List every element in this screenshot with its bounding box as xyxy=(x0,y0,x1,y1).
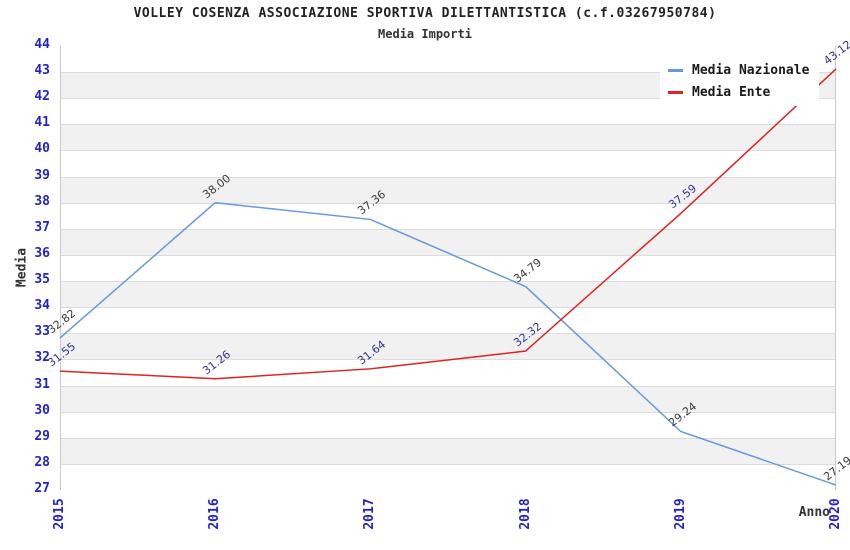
legend-line-swatch-red xyxy=(668,91,683,94)
legend: Media Nazionale Media Ente xyxy=(660,57,820,106)
series-line-media-nazionale xyxy=(59,201,837,486)
y-axis-title: Media xyxy=(14,247,30,288)
series-line-media-ente xyxy=(59,68,837,380)
chart-title: VOLLEY COSENZA ASSOCIAZIONE SPORTIVA DIL… xyxy=(133,6,717,21)
legend-item-media-ente: Media Ente xyxy=(668,85,809,100)
x-tick-label: 2019 xyxy=(672,498,688,530)
y-tick-label: 33 xyxy=(34,324,50,340)
y-tick-label: 28 xyxy=(34,454,50,470)
y-tick-label: 41 xyxy=(34,115,50,131)
x-axis-title: Anno xyxy=(798,505,830,520)
grid-band xyxy=(61,254,835,283)
y-tick-label: 35 xyxy=(34,272,50,288)
y-tick-label: 36 xyxy=(34,245,50,261)
plot-area xyxy=(60,46,836,491)
y-tick-label: 39 xyxy=(34,167,50,183)
x-tick-label: 2017 xyxy=(362,498,378,530)
grid-band xyxy=(61,228,835,256)
y-tick-label: 40 xyxy=(34,141,50,157)
grid-band xyxy=(61,463,835,491)
grid-band xyxy=(61,307,835,335)
legend-line-swatch-blue xyxy=(668,69,683,72)
x-tick-label: 2018 xyxy=(517,498,533,530)
y-tick-label: 29 xyxy=(34,428,50,444)
grid-band xyxy=(61,411,835,439)
y-tick-label: 44 xyxy=(34,37,50,52)
x-tick-label: 2020 xyxy=(828,498,843,530)
y-tick-label: 30 xyxy=(34,402,50,418)
series-lines-layer xyxy=(59,68,837,486)
x-tick-label: 2016 xyxy=(207,498,223,530)
y-tick-label: 43 xyxy=(34,63,50,79)
legend-label: Media Ente xyxy=(692,85,771,100)
chart-subtitle: Media Importi xyxy=(378,27,472,41)
grid-band xyxy=(61,333,835,361)
x-tick-label: 2015 xyxy=(52,498,67,530)
grid-band xyxy=(61,150,835,178)
y-tick-label: 27 xyxy=(34,481,50,496)
y-tick-label: 34 xyxy=(34,298,50,314)
grid-band xyxy=(61,281,835,309)
y-tick-label: 37 xyxy=(34,219,50,235)
legend-label: Media Nazionale xyxy=(692,63,810,78)
y-tick-label: 38 xyxy=(34,193,50,209)
grid-band xyxy=(61,437,835,465)
grid-band xyxy=(61,385,835,413)
grid-band xyxy=(61,124,835,152)
y-tick-label: 31 xyxy=(34,376,50,392)
legend-item-media-nazionale: Media Nazionale xyxy=(668,63,809,78)
y-tick-label: 32 xyxy=(34,350,50,366)
y-tick-label: 42 xyxy=(34,89,50,105)
